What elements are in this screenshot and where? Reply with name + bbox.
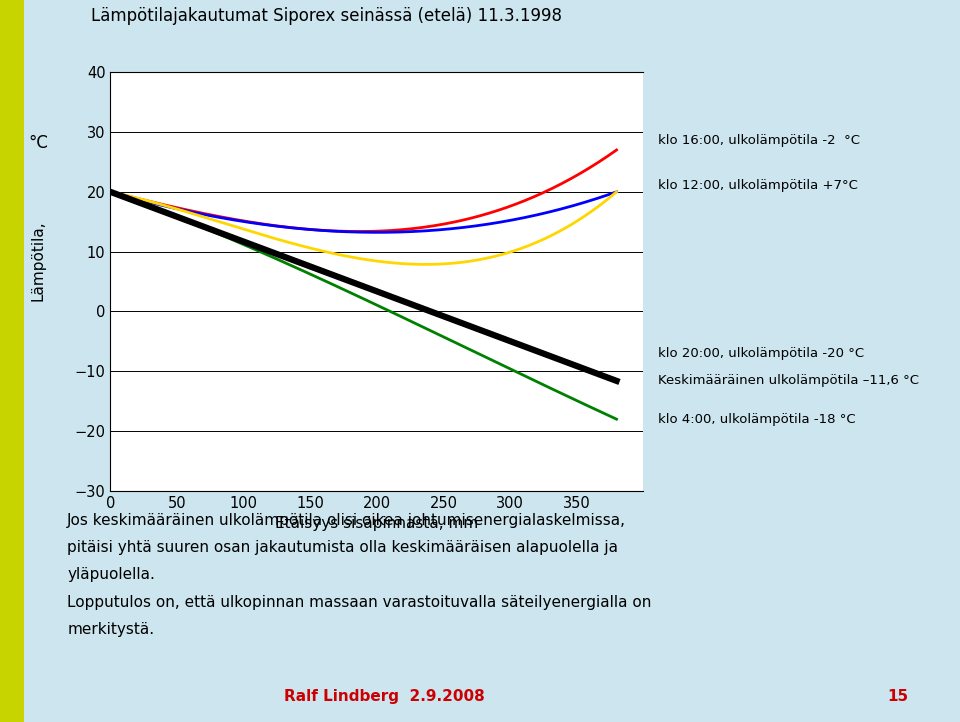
Text: 15: 15 <box>887 689 908 704</box>
Text: merkitystä.: merkitystä. <box>67 622 155 638</box>
Text: Ralf Lindberg  2.9.2008: Ralf Lindberg 2.9.2008 <box>283 689 485 704</box>
Text: Lämpötila,: Lämpötila, <box>31 220 46 301</box>
Text: Lämpötilajakautumat Siporex seinässä (etelä) 11.3.1998: Lämpötilajakautumat Siporex seinässä (et… <box>91 7 563 25</box>
Text: klo 20:00, ulkolämpötila -20 °C: klo 20:00, ulkolämpötila -20 °C <box>658 347 864 360</box>
Text: klo 12:00, ulkolämpötila +7°C: klo 12:00, ulkolämpötila +7°C <box>658 179 857 192</box>
Text: pitäisi yhtä suuren osan jakautumista olla keskimääräisen alapuolella ja: pitäisi yhtä suuren osan jakautumista ol… <box>67 540 618 555</box>
Text: klo 4:00, ulkolämpötila -18 °C: klo 4:00, ulkolämpötila -18 °C <box>658 413 855 426</box>
Text: Keskimääräinen ulkolämpötila –11,6 °C: Keskimääräinen ulkolämpötila –11,6 °C <box>658 374 919 387</box>
Text: °C: °C <box>29 134 48 152</box>
Text: klo 16:00, ulkolämpötila -2  °C: klo 16:00, ulkolämpötila -2 °C <box>658 134 859 147</box>
Text: Lopputulos on, että ulkopinnan massaan varastoituvalla säteilyenergialla on: Lopputulos on, että ulkopinnan massaan v… <box>67 595 652 610</box>
Text: Jos keskimääräinen ulkolämpötila olisi oikea johtumisenergialaskelmissa,: Jos keskimääräinen ulkolämpötila olisi o… <box>67 513 626 528</box>
X-axis label: Etäisyys sisäpinnasta, mm: Etäisyys sisäpinnasta, mm <box>276 516 478 531</box>
Text: yläpuolella.: yläpuolella. <box>67 567 156 583</box>
